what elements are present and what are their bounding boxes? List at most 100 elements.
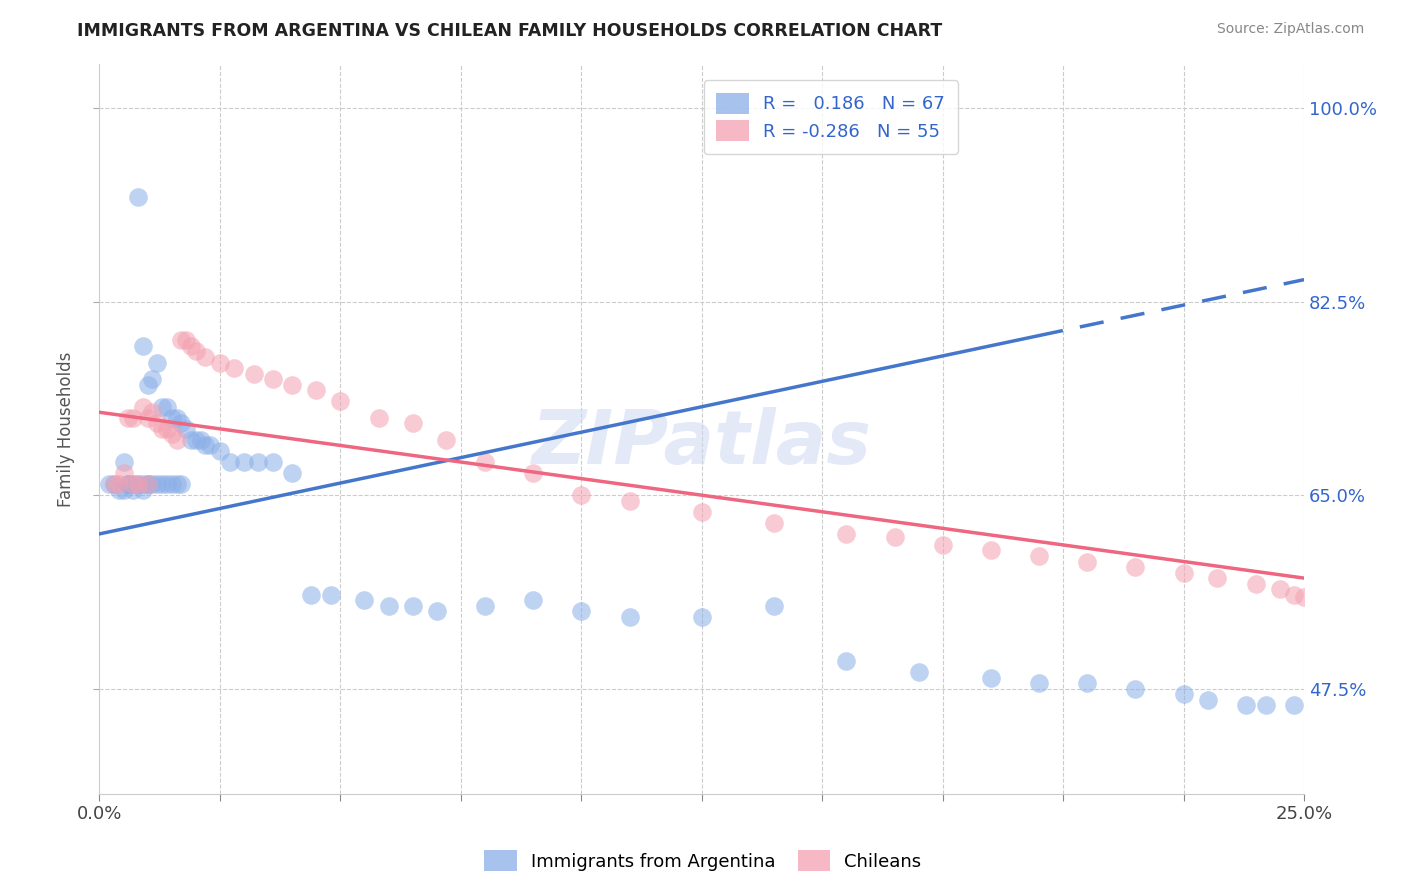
- Point: [247, 455, 270, 469]
- Point: [1197, 692, 1219, 706]
- Point: [474, 455, 496, 469]
- Point: [1173, 566, 1195, 580]
- Point: [1365, 604, 1388, 618]
- Point: [1244, 576, 1267, 591]
- Point: [132, 400, 155, 414]
- Point: [242, 367, 264, 381]
- Point: [353, 593, 375, 607]
- Point: [122, 477, 145, 491]
- Point: [136, 477, 159, 491]
- Point: [146, 417, 169, 431]
- Point: [907, 665, 929, 679]
- Point: [402, 417, 425, 431]
- Legend: R =   0.186   N = 67, R = -0.286   N = 55: R = 0.186 N = 67, R = -0.286 N = 55: [704, 80, 957, 153]
- Point: [194, 350, 217, 364]
- Point: [136, 477, 159, 491]
- Point: [150, 477, 173, 491]
- Point: [170, 334, 193, 348]
- Point: [156, 422, 179, 436]
- Point: [931, 538, 953, 552]
- Point: [184, 433, 207, 447]
- Point: [690, 609, 713, 624]
- Point: [180, 433, 202, 447]
- Point: [569, 488, 592, 502]
- Point: [180, 339, 202, 353]
- Point: [156, 477, 179, 491]
- Point: [174, 422, 197, 436]
- Point: [127, 477, 149, 491]
- Point: [117, 410, 139, 425]
- Point: [569, 604, 592, 618]
- Point: [436, 433, 458, 447]
- Point: [233, 455, 256, 469]
- Point: [426, 604, 449, 618]
- Point: [150, 400, 173, 414]
- Point: [1284, 698, 1306, 713]
- Point: [112, 466, 135, 480]
- Text: IMMIGRANTS FROM ARGENTINA VS CHILEAN FAMILY HOUSEHOLDS CORRELATION CHART: IMMIGRANTS FROM ARGENTINA VS CHILEAN FAM…: [77, 22, 942, 40]
- Point: [107, 477, 129, 491]
- Point: [262, 455, 284, 469]
- Point: [1206, 571, 1229, 585]
- Point: [98, 477, 121, 491]
- Point: [107, 483, 129, 497]
- Point: [127, 477, 149, 491]
- Text: ZIPatlas: ZIPatlas: [531, 407, 872, 480]
- Legend: Immigrants from Argentina, Chileans: Immigrants from Argentina, Chileans: [477, 843, 929, 879]
- Point: [224, 361, 246, 376]
- Point: [122, 483, 145, 497]
- Point: [200, 438, 222, 452]
- Point: [122, 410, 145, 425]
- Point: [190, 433, 212, 447]
- Point: [141, 372, 163, 386]
- Point: [166, 477, 188, 491]
- Point: [166, 433, 188, 447]
- Point: [136, 410, 159, 425]
- Point: [136, 477, 159, 491]
- Point: [301, 588, 323, 602]
- Point: [150, 422, 173, 436]
- Point: [141, 405, 163, 419]
- Point: [117, 477, 139, 491]
- Point: [522, 466, 544, 480]
- Point: [141, 477, 163, 491]
- Point: [281, 377, 304, 392]
- Point: [112, 483, 135, 497]
- Point: [184, 344, 207, 359]
- Point: [1234, 698, 1257, 713]
- Point: [117, 477, 139, 491]
- Point: [1173, 687, 1195, 701]
- Point: [218, 455, 240, 469]
- Point: [194, 438, 217, 452]
- Point: [980, 671, 1002, 685]
- Point: [402, 599, 425, 613]
- Point: [1341, 601, 1364, 615]
- Point: [262, 372, 284, 386]
- Point: [170, 417, 193, 431]
- Point: [763, 516, 786, 530]
- Y-axis label: Family Households: Family Households: [58, 351, 75, 507]
- Point: [1294, 590, 1316, 604]
- Point: [1028, 676, 1050, 690]
- Point: [377, 599, 399, 613]
- Point: [174, 334, 197, 348]
- Point: [1028, 549, 1050, 563]
- Point: [763, 599, 786, 613]
- Point: [127, 190, 149, 204]
- Point: [132, 477, 155, 491]
- Point: [980, 543, 1002, 558]
- Point: [112, 455, 135, 469]
- Point: [208, 444, 231, 458]
- Point: [835, 654, 858, 668]
- Point: [117, 477, 139, 491]
- Point: [208, 355, 231, 369]
- Point: [1268, 582, 1291, 596]
- Point: [1125, 560, 1147, 574]
- Point: [170, 477, 193, 491]
- Point: [136, 377, 159, 392]
- Point: [160, 410, 183, 425]
- Point: [835, 527, 858, 541]
- Point: [160, 427, 183, 442]
- Point: [103, 477, 125, 491]
- Point: [160, 477, 183, 491]
